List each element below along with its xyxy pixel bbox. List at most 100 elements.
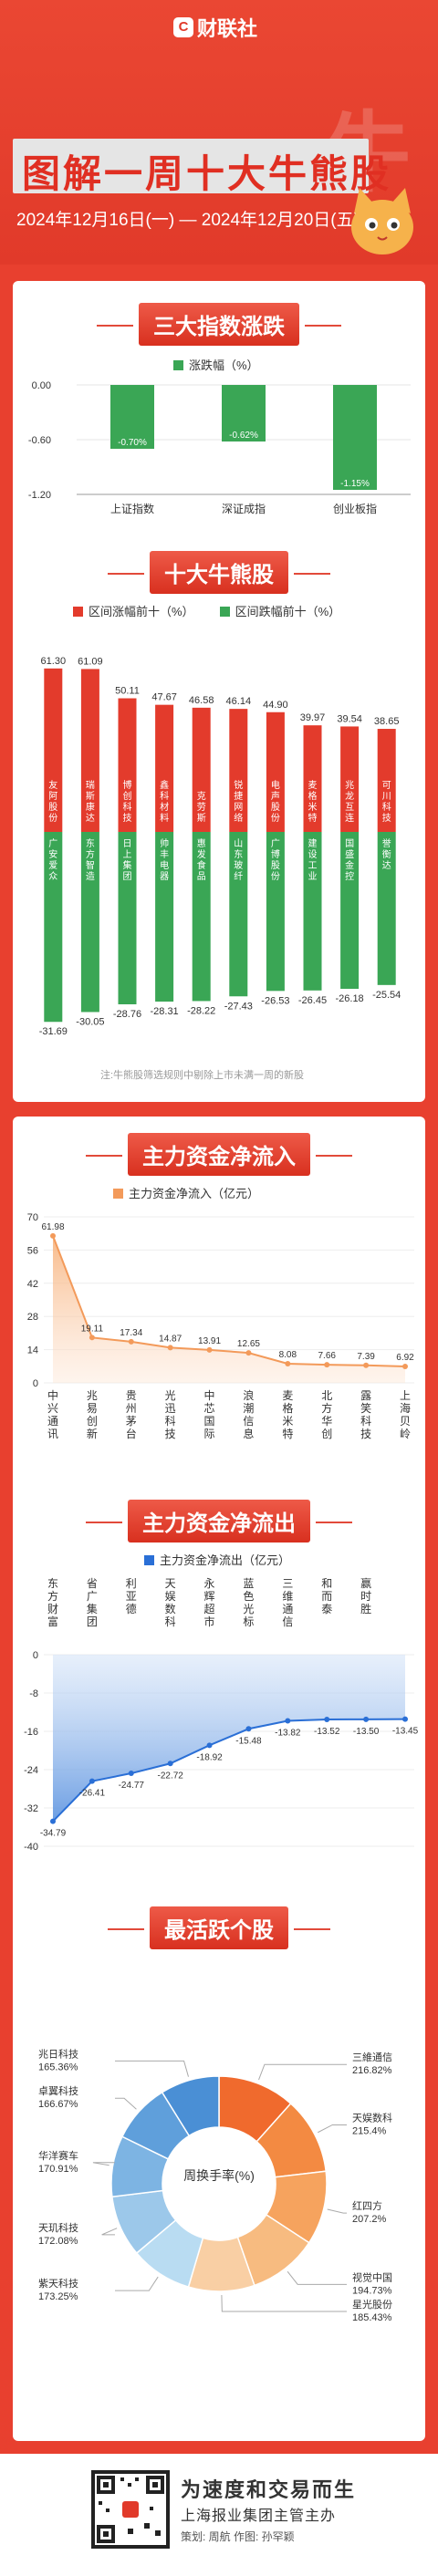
x-tick-char: 技 (165, 1428, 176, 1440)
bear-bar (80, 832, 99, 1013)
bear-stock-char: 团 (123, 871, 132, 882)
slogan: 为速度和交易而生 (181, 2478, 357, 2501)
bear-value-label: -25.54 (372, 990, 401, 1001)
slice-value: 216.82% (352, 2065, 392, 2076)
x-tick-char: 集 (87, 1602, 98, 1615)
bull-stock-char: 博 (123, 779, 132, 791)
section-title-inflow: 主力资金净流入 (86, 1133, 352, 1176)
bear-stock-char: 惠 (197, 837, 206, 849)
x-tick-char: 赢 (360, 1576, 371, 1590)
x-tick-char: 数 (165, 1602, 176, 1615)
bull-stock-char: 份 (271, 813, 280, 824)
data-point (206, 1346, 213, 1353)
data-label: 8.08 (279, 1350, 297, 1360)
bar (110, 385, 154, 449)
data-point (128, 1338, 134, 1345)
header: C 财联社 牛 图解一周十大牛熊股 2024年12月16日(一) — 2024年… (0, 0, 438, 265)
x-tick-char: 岭 (400, 1428, 411, 1440)
legend-item: 区间涨幅前十（%） (73, 602, 194, 619)
bull-value-label: 61.09 (78, 656, 103, 667)
bull-value-label: 46.14 (226, 696, 252, 707)
bull-bar (44, 668, 63, 832)
brand-mark-icon: C (173, 17, 193, 37)
legend-label: 涨跌幅（%） (189, 358, 259, 372)
bull-stock-char: 科 (123, 801, 132, 813)
y-tick-label: -1.20 (28, 490, 51, 501)
x-tick-char: 易 (87, 1402, 98, 1415)
x-tick-char: 光 (243, 1603, 254, 1615)
data-label: 12.65 (237, 1339, 260, 1349)
inflow-chart: 7056422814061.98中兴通讯19.11兆易创新17.34贵州茅台14… (27, 1212, 414, 1440)
x-tick-char: 和 (321, 1577, 332, 1590)
bear-value-label: -26.18 (335, 993, 363, 1004)
legend-swatch (73, 607, 83, 617)
x-tick-char: 光 (165, 1389, 176, 1402)
bear-stock-char: 安 (48, 848, 57, 860)
slice-value: 170.91% (38, 2164, 78, 2175)
y-tick-label: 28 (27, 1312, 38, 1323)
bull-bar (80, 669, 99, 832)
data-point (363, 1716, 370, 1722)
x-tick-char: 创 (87, 1415, 98, 1428)
qr-code-icon[interactable] (91, 2470, 170, 2549)
x-tick-char: 天 (165, 1577, 176, 1590)
data-point (128, 1771, 134, 1777)
bear-value-label: -28.76 (113, 1009, 141, 1020)
credits: 策划: 周航 作图: 孙罕颖 (181, 2530, 295, 2543)
bear-stock-char: 帅 (160, 837, 169, 849)
bull-bar (118, 698, 137, 832)
x-tick-char: 科 (360, 1415, 371, 1428)
bull-stock-char: 络 (234, 812, 243, 824)
bull-stock-char: 声 (271, 790, 280, 802)
slice-name: 华洋赛车 (38, 2149, 78, 2162)
bull-stock-char: 友 (48, 779, 57, 791)
legend-swatch (144, 1555, 154, 1565)
slice-value: 172.08% (38, 2236, 78, 2247)
bear-stock-char: 股 (271, 860, 280, 871)
index-legend: 涨跌幅（%） (173, 356, 259, 373)
section-title-index: 三大指数涨跌 (97, 303, 341, 346)
section-title-bullbear: 十大牛熊股 (108, 551, 330, 594)
bear-value-label: -26.53 (261, 995, 289, 1006)
bear-value-label: -27.43 (224, 1001, 253, 1012)
bull-bar (303, 725, 322, 832)
index-bullbear-card: 三大指数涨跌 涨跌幅（%） 0.00 -0.60 -1.20 -0.70% 上证指数 -0… (13, 281, 425, 1102)
bear-stock-char: 品 (197, 871, 206, 882)
x-tick-char: 际 (204, 1428, 215, 1440)
y-tick-label: -16 (24, 1727, 38, 1738)
bear-stock-char: 智 (86, 859, 95, 871)
data-label: 13.91 (198, 1336, 221, 1346)
brand-logo: C 财联社 (173, 13, 257, 42)
bear-value-label: -31.69 (39, 1026, 68, 1037)
bear-stock-char: 众 (48, 871, 57, 882)
bull-stock-char: 技 (382, 812, 391, 824)
bear-bar (303, 832, 322, 991)
bear-stock-char: 爱 (48, 859, 57, 871)
x-tick-char: 息 (243, 1427, 254, 1440)
bear-stock-char: 广 (48, 838, 57, 849)
bull-stock-char: 电 (271, 779, 280, 791)
x-tick-char: 方 (47, 1589, 58, 1603)
bear-stock-char: 达 (382, 860, 391, 871)
y-tick-label: -40 (24, 1842, 38, 1853)
bear-value-label: -28.31 (150, 1006, 178, 1017)
x-tick-char: 永 (204, 1577, 215, 1590)
pie-slice (161, 2075, 220, 2137)
data-label: -0.70% (118, 438, 147, 448)
bull-value-label: 44.90 (263, 700, 288, 711)
legend-item: 主力资金净流出（亿元） (144, 1551, 290, 1568)
y-tick-label: 0 (33, 1378, 38, 1389)
x-tick-char: 胜 (360, 1602, 371, 1615)
bear-bar (44, 832, 63, 1023)
slice-name: 紫天科技 (38, 2277, 78, 2290)
x-tick-char: 科 (165, 1615, 176, 1628)
data-label: 7.39 (357, 1352, 375, 1362)
bull-bar (155, 704, 174, 832)
legend-label: 区间跌幅前十（%） (235, 605, 341, 618)
bull-stock-char: 网 (234, 802, 243, 813)
x-tick-char: 德 (126, 1602, 137, 1615)
bull-stock-char: 康 (86, 801, 95, 813)
bear-stock-char: 器 (160, 871, 169, 882)
bull-stock-char: 鑫 (160, 779, 169, 791)
